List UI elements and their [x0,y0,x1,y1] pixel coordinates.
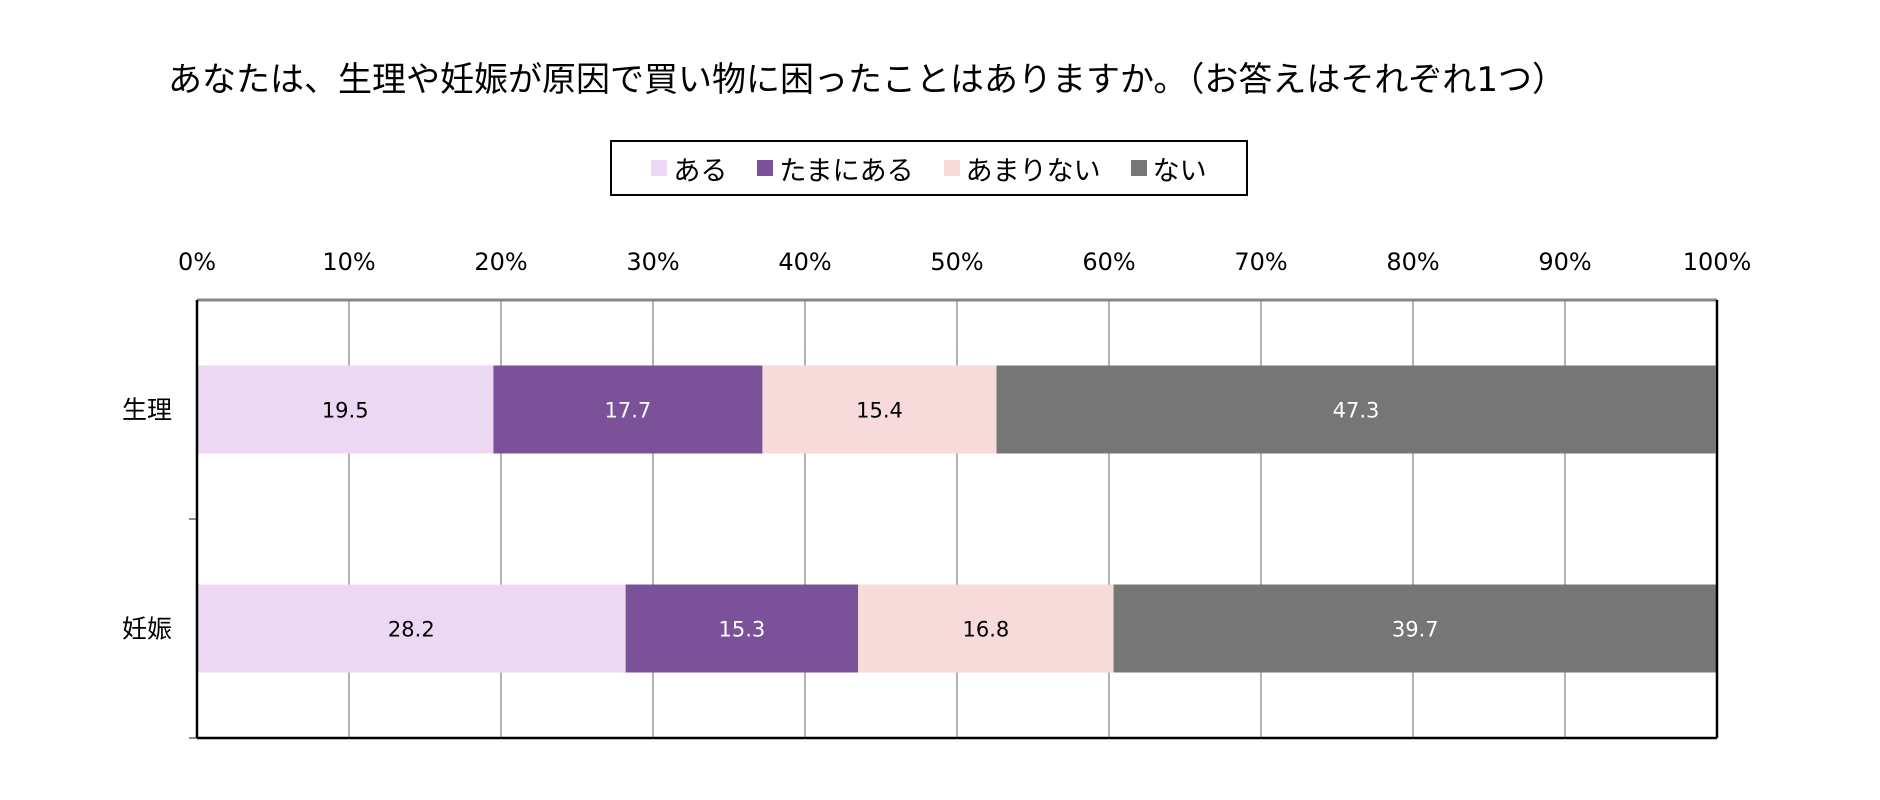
category-label: 妊娠 [122,615,172,644]
data-label: 16.8 [962,618,1009,642]
bar-segment [197,365,494,454]
x-tick-label: 100% [1683,248,1752,276]
legend-label-amarinai: あまりない [965,155,1101,187]
legend-swatch-amarinai [943,160,960,176]
legend-item-tamaniaru: たまにある [757,149,914,188]
data-label: 47.3 [1333,399,1380,423]
bar-segment [858,584,1114,673]
legend-item-amarinai: あまりない [943,149,1101,188]
legend-swatch-aru [651,160,668,176]
data-label: 15.4 [856,399,903,423]
bar-segment [996,365,1716,454]
category-label: 生理 [122,396,172,425]
x-tick-label: 10% [322,248,375,276]
bar-segment [197,584,626,673]
x-tick-label: 70% [1234,248,1287,276]
x-tick-label: 90% [1538,248,1591,276]
data-label: 17.7 [605,399,652,423]
legend-swatch-tamaniaru [757,160,774,176]
bar-segment [1113,584,1717,673]
bar-segment [625,584,859,673]
x-tick-label: 50% [930,248,983,276]
legend-item-nai: ない [1130,149,1207,188]
legend-label-nai: ない [1152,155,1207,187]
data-label: 28.2 [388,618,435,642]
legend-swatch-nai [1130,160,1147,176]
bar-segment [493,365,763,454]
data-label: 15.3 [719,618,766,642]
data-label: 19.5 [322,399,369,423]
x-tick-label: 0% [178,248,216,276]
legend-label-aru: ある [673,155,728,187]
x-tick-label: 60% [1082,248,1135,276]
bar-segment [762,365,997,454]
chart-title: あなたは、生理や妊娠が原因で買い物に困ったことはありますか。（お答えはそれぞれ1… [168,60,1566,100]
legend-item-aru: ある [651,149,727,188]
data-label: 39.7 [1392,618,1439,642]
x-tick-label: 40% [778,248,831,276]
x-tick-label: 30% [626,248,679,276]
chart-legend: ある たまにある あまりない ない [610,140,1248,196]
x-tick-label: 80% [1386,248,1439,276]
legend-label-tamaniaru: たまにある [779,155,914,187]
x-tick-label: 20% [474,248,527,276]
